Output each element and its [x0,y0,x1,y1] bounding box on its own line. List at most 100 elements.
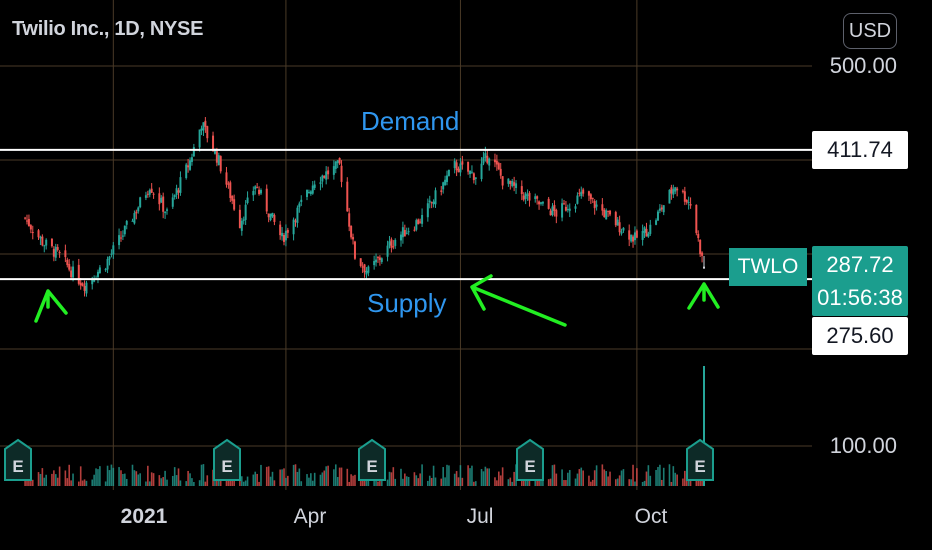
candle-body [254,186,257,190]
volume-bar [605,471,607,486]
last-price: 287.72 [826,252,894,277]
candle-body [538,201,541,205]
volume-bar [131,464,134,486]
candle-body [242,219,245,221]
y-tick-label: 100.00 [829,433,897,458]
volume-bar [641,481,644,486]
candle-body [474,177,477,179]
volume-bar [528,478,531,486]
volume-bar [668,464,671,486]
candle-body [620,231,623,234]
volume-bar [83,479,86,486]
volume-bar [294,464,297,486]
candle-body [660,207,663,210]
currency-button[interactable]: USD [843,13,897,49]
volume-bar [407,476,410,486]
volume-bar [662,467,665,486]
volume-bar [112,467,115,486]
volume-bar [333,469,335,486]
candle-body [632,236,635,242]
candle-body [459,163,462,173]
volume-bar [405,476,408,486]
candle-body [501,176,504,186]
candle-body [139,197,142,208]
candle-body [419,221,422,223]
candle-body [269,213,272,221]
last-price-tag: 287.72 01:56:38 [812,246,908,316]
candle-body [338,158,341,164]
volume-bar [346,468,349,486]
volume-bar [499,475,502,486]
candle-body [98,267,101,274]
volume-bar [496,480,498,486]
candle-body [426,203,429,218]
volume-bar [202,464,205,486]
candle-body [131,220,134,222]
candle-body [56,247,59,250]
volume-bar [37,472,40,486]
candle-body [348,213,351,227]
volume-bar [135,471,138,486]
volume-bar [191,478,193,486]
candle-body [541,201,544,204]
candle-body [273,215,276,222]
volume-bar [323,470,326,486]
candle-body [568,208,571,211]
volume-bar [459,465,462,486]
level-lines [0,148,812,281]
volume-bar [285,477,287,486]
symbol-tag: TWLO [729,248,807,286]
candle-body [104,269,107,271]
volume-bar [313,472,316,486]
volume-bar [670,481,673,486]
candle-body [350,225,353,238]
volume-bar [110,464,113,486]
earnings-marker [686,438,714,481]
volume-bar [54,474,57,486]
candle-body [164,212,167,214]
volume-bar [643,480,646,486]
candlestick-series [24,117,705,297]
candle-body [212,135,215,152]
volume-bar [513,471,515,486]
candle-body [200,128,203,131]
volume-bar [171,475,174,486]
candle-body [150,188,153,193]
volume-bar [246,476,249,486]
volume-bar [336,476,339,486]
candle-body [701,252,704,256]
candle-body [319,182,322,184]
volume-bar [139,473,141,486]
candle-body [43,245,46,247]
volume-bar [657,466,659,486]
volume-bar [106,465,109,486]
candle-body [340,165,343,182]
volume-bar [363,480,366,486]
candle-body [229,182,232,198]
candle-body [421,215,424,224]
volume-bar [415,475,418,486]
volume-bar [442,467,444,486]
candle-body [488,158,491,166]
candle-body [658,208,661,211]
volume-bar [593,470,596,486]
volume-bar [448,465,450,486]
candle-body [162,196,165,212]
volume-bar [607,476,609,486]
candle-body [499,168,502,176]
volume-bar [287,475,289,486]
volume-bar [217,479,220,486]
candle-body [41,236,44,246]
candle-body [307,192,310,194]
volume-bar [198,480,201,486]
candle-body [244,204,247,220]
volume-bar [187,470,189,486]
candle-body [346,181,349,212]
candle-body [380,258,383,262]
volume-bar [64,470,67,486]
candle-body [206,126,209,139]
volume-bar [166,479,168,486]
volume-bar [281,469,283,486]
y-tick-label: 500.00 [829,53,897,78]
